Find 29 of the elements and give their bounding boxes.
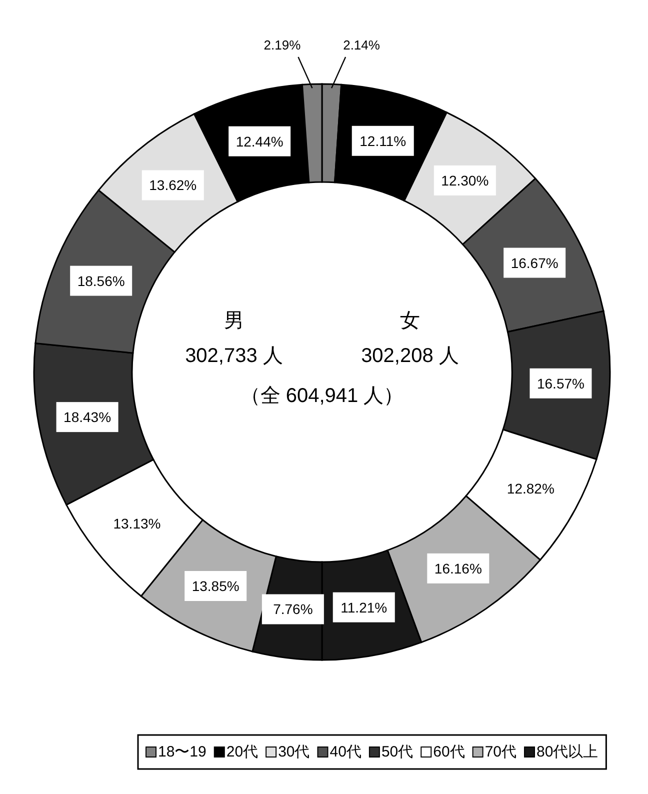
annotation: 302,733 人 (185, 345, 283, 367)
legend-label: 18〜19 (158, 744, 206, 760)
annotation: 女 (400, 310, 420, 332)
legend-label: 80代以上 (536, 744, 598, 760)
legend-label: 30代 (278, 744, 310, 760)
data-label: 12.11% (360, 132, 406, 149)
legend-label: 20代 (226, 744, 258, 760)
data-label: 16.67% (510, 254, 558, 271)
data-label: 13.85% (192, 578, 240, 594)
data-label: 11.21% (340, 599, 388, 616)
annotation: （全 604,941 人） (240, 385, 404, 407)
data-label: 16.16% (434, 560, 482, 576)
data-label: 13.13% (113, 515, 161, 532)
data-label: 18.56% (77, 272, 125, 289)
data-label: 7.76% (273, 601, 313, 618)
legend-label: 60代 (433, 744, 465, 760)
data-label: 18.43% (64, 409, 112, 426)
annotation: 302,208 人 (361, 345, 459, 367)
annotation: 男 (224, 310, 244, 332)
legend-label: 50代 (381, 744, 414, 760)
legend-label: 40代 (330, 744, 362, 760)
data-label: 16.57% (536, 375, 584, 392)
data-label: 12.82% (506, 480, 554, 497)
legend-label: 70代 (484, 744, 516, 760)
data-label: 12.30% (441, 172, 489, 188)
data-label: 12.44% (236, 133, 284, 150)
data-label: 2.19% (264, 38, 302, 52)
data-label: 2.14% (343, 38, 380, 52)
data-label: 13.62% (149, 177, 197, 194)
